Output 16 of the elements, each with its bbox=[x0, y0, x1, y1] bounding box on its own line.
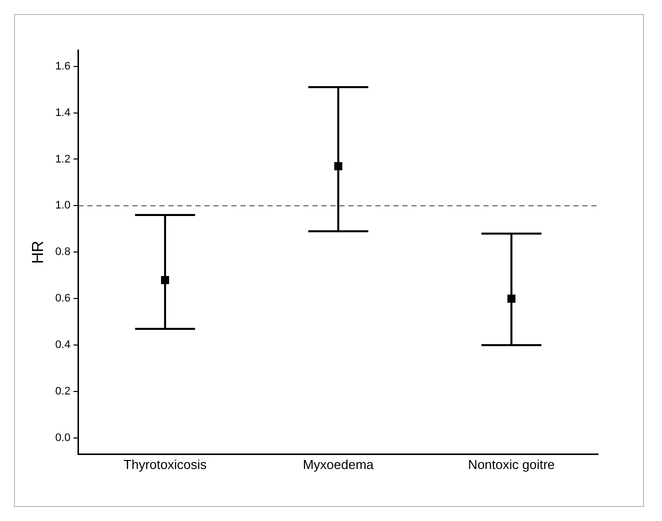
y-tick-label: 0.2 bbox=[55, 386, 70, 398]
y-tick-label: 0.0 bbox=[55, 432, 70, 444]
y-tick-label: 0.4 bbox=[55, 339, 70, 352]
x-tick-label: Myxoedema bbox=[302, 456, 374, 472]
y-tick-label: 1.6 bbox=[55, 60, 70, 72]
y-tick-label: 1.4 bbox=[55, 106, 70, 119]
y-tick-label: 1.0 bbox=[55, 200, 70, 212]
x-tick-label: Thyrotoxicosis bbox=[124, 456, 208, 472]
y-tick-label: 1.2 bbox=[55, 153, 70, 166]
y-tick-label: 0.8 bbox=[55, 246, 70, 258]
y-axis-title: HR bbox=[30, 240, 48, 264]
y-tick-label: 0.6 bbox=[55, 292, 70, 305]
point bbox=[161, 276, 170, 284]
point bbox=[507, 294, 516, 303]
x-tick-label: Nontoxic goitre bbox=[468, 456, 555, 472]
point bbox=[334, 162, 342, 170]
